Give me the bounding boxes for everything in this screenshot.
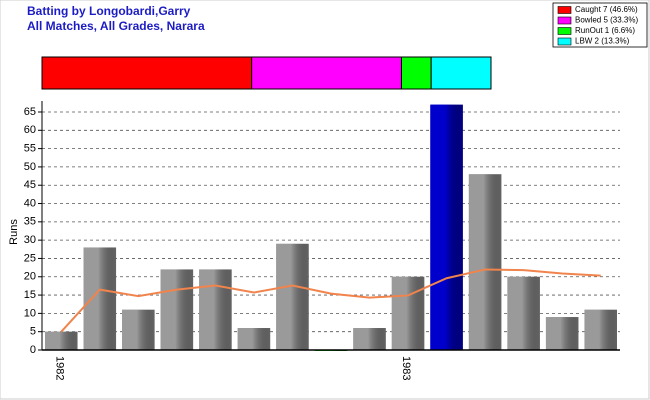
legend-label: RunOut 1 (6.6%)	[575, 26, 635, 35]
y-tick-label: 0	[30, 344, 36, 356]
bar-shade	[507, 276, 540, 350]
bar-shade	[391, 276, 425, 350]
y-tick-label: 60	[24, 124, 36, 136]
y-tick-label: 65	[24, 106, 36, 118]
bar-shade	[199, 269, 232, 350]
bar-shade	[430, 104, 463, 350]
legend-label: Bowled 5 (33.3%)	[575, 16, 638, 25]
bar-shade	[584, 309, 617, 350]
y-tick-label: 35	[24, 216, 36, 228]
legend-label: Caught 7 (46.6%)	[575, 5, 638, 14]
y-tick-label: 20	[24, 271, 36, 283]
y-tick-label: 30	[24, 234, 36, 246]
dismissal-segment	[251, 56, 402, 90]
bar-shade	[353, 328, 386, 350]
chart-title: Batting by Longobardi,Garry	[27, 4, 191, 18]
legend-swatch	[557, 27, 572, 35]
bar-shade	[237, 328, 271, 350]
legend-swatch	[557, 16, 572, 25]
bar-shade	[160, 269, 194, 350]
bar-shade	[83, 247, 117, 350]
y-tick-label: 55	[24, 143, 36, 155]
y-tick-label: 15	[24, 289, 36, 301]
legend-label: LBW 2 (13.3%)	[575, 37, 630, 46]
y-tick-label: 25	[24, 252, 36, 264]
bar-shade	[276, 243, 309, 350]
chart-subtitle: All Matches, All Grades, Narara	[27, 19, 205, 33]
x-tick-label: 1983	[400, 356, 412, 380]
y-tick-label: 10	[24, 307, 36, 319]
legend-swatch	[557, 6, 572, 14]
legend-swatch	[557, 37, 572, 46]
x-tick-label: 1982	[53, 356, 65, 380]
dismissal-segment	[41, 56, 253, 90]
bar-shade	[468, 174, 502, 350]
y-tick-label: 50	[24, 161, 36, 173]
bar-shade	[45, 331, 78, 350]
y-axis-label: Runs	[8, 219, 20, 245]
dismissal-segment	[430, 56, 492, 90]
y-tick-label: 40	[24, 197, 36, 209]
bar-shade	[545, 317, 579, 350]
dismissal-segment	[400, 56, 432, 90]
y-tick-label: 45	[24, 179, 36, 191]
average-line	[60, 268, 601, 333]
bar-shade	[122, 309, 155, 350]
y-tick-label: 5	[30, 326, 36, 338]
